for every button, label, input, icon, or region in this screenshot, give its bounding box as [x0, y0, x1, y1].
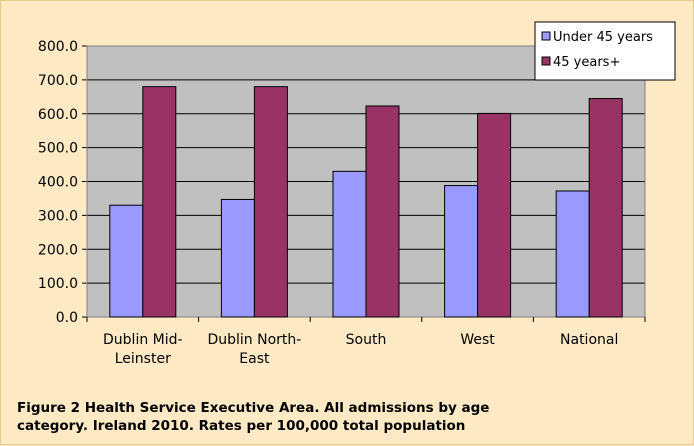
x-category-label: Dublin North-: [207, 332, 301, 348]
legend-label: 45 years+: [553, 55, 620, 70]
x-category-label: East: [239, 351, 270, 367]
legend-swatch: [542, 57, 550, 65]
bar-45-plus: [366, 106, 399, 317]
legend-label: Under 45 years: [553, 30, 653, 45]
legend-swatch: [542, 32, 550, 40]
y-tick-label: 300.0: [38, 208, 78, 224]
y-tick-label: 500.0: [38, 141, 78, 157]
bar-45-plus: [478, 113, 511, 317]
figure-caption: Figure 2 Health Service Executive Area. …: [17, 399, 617, 435]
bar-under-45: [333, 171, 366, 317]
y-tick-label: 100.0: [38, 276, 78, 292]
y-tick-label: 0.0: [56, 310, 78, 326]
bar-under-45: [445, 186, 478, 317]
x-category-label: South: [346, 332, 387, 348]
y-tick-label: 800.0: [38, 39, 78, 55]
y-tick-label: 600.0: [38, 107, 78, 123]
x-category-label: Leinster: [115, 351, 171, 367]
y-tick-label: 200.0: [38, 242, 78, 258]
bar-under-45: [221, 199, 254, 317]
bar-under-45: [556, 191, 589, 317]
caption-line-2: category. Ireland 2010. Rates per 100,00…: [17, 417, 617, 435]
bar-45-plus: [143, 87, 176, 317]
x-category-label: West: [460, 332, 495, 348]
y-tick-label: 700.0: [38, 73, 78, 89]
bar-under-45: [110, 205, 143, 317]
x-category-label: National: [560, 332, 618, 348]
y-tick-label: 400.0: [38, 175, 78, 191]
caption-line-1: Figure 2 Health Service Executive Area. …: [17, 399, 617, 417]
x-category-label: Dublin Mid-: [103, 332, 183, 348]
bar-45-plus: [589, 99, 622, 317]
bar-45-plus: [254, 87, 287, 317]
